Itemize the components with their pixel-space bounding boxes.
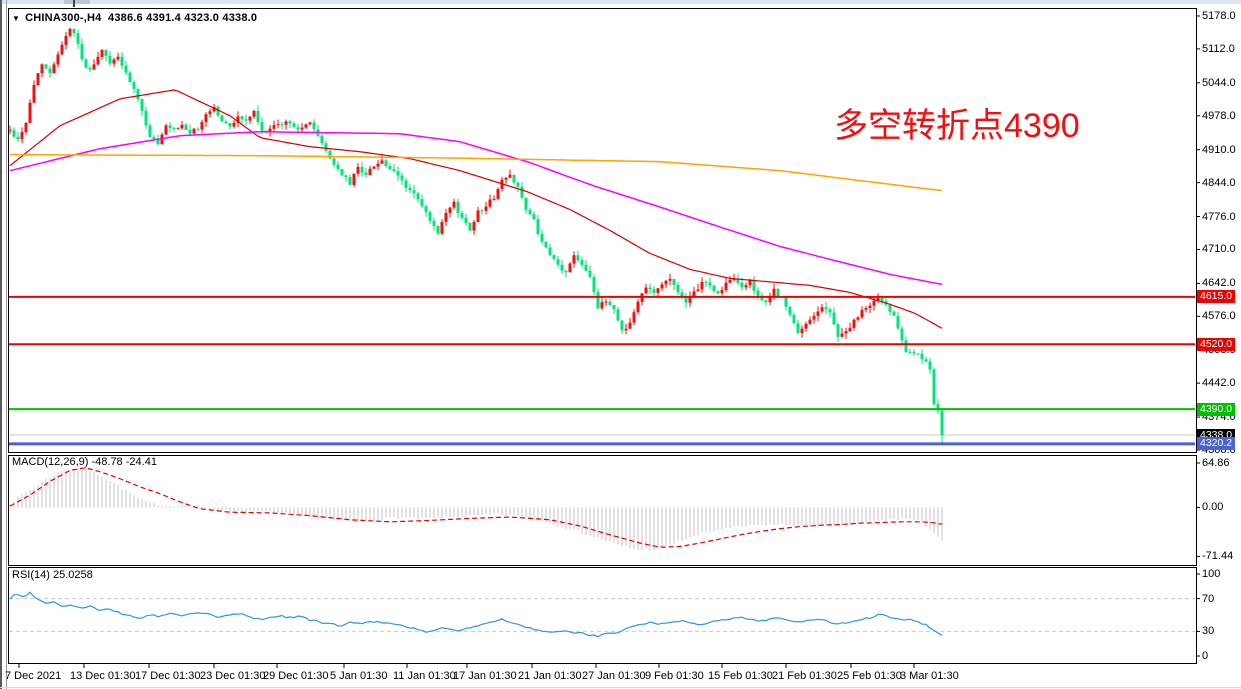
macd-value-main: -48.78 — [91, 456, 123, 468]
rsi-line — [9, 591, 943, 638]
window-bottom-edge — [0, 687, 1241, 688]
date-label: 13 Dec 01:30 — [70, 670, 136, 682]
price-tick-label: 4442.0 — [1202, 377, 1236, 390]
macd-tick-label: -71.44 — [1202, 550, 1234, 563]
horizontal-level-lines[interactable] — [9, 295, 1195, 446]
macd-tick-label: 0.00 — [1202, 501, 1224, 514]
collapse-triangle-icon[interactable]: ▼ — [12, 14, 21, 23]
price-tick-label: 4910.0 — [1202, 143, 1236, 156]
quote-header: ▼ CHINA300-,H4 4386.6 4391.4 4323.0 4338.… — [12, 12, 257, 24]
price-tick-label: 4642.0 — [1202, 277, 1236, 290]
time-axis[interactable]: 7 Dec 2021 13 Dec 01:30 17 Dec 01:30 23 Dec… — [0, 663, 1241, 687]
price-badge-4320.2: 4320.2 — [1197, 437, 1236, 451]
toolbar-remnant-tick — [73, 0, 75, 7]
price-axis[interactable]: 5178.0 5112.0 5044.0 4978.0 4910.0 4844.0 4776… — [1196, 0, 1241, 689]
date-label: 27 Jan 01:30 — [582, 670, 646, 682]
date-label: 23 Dec 01:30 — [200, 670, 266, 682]
price-tick-label: 5178.0 — [1202, 9, 1236, 22]
macd-histogram — [9, 468, 943, 551]
quote-low: 4323.0 — [184, 12, 220, 24]
macd-value-signal: -24.41 — [125, 456, 157, 468]
window-top-edge — [0, 0, 1241, 7]
date-label: 21 Feb 01:30 — [772, 670, 837, 682]
window-left-edge — [0, 0, 2, 689]
rsi-tick-label: 70 — [1202, 592, 1215, 605]
date-label: 7 Dec 2021 — [5, 670, 62, 682]
price-tick-label: 4710.0 — [1202, 243, 1236, 256]
date-label: 5 Jan 01:30 — [330, 670, 388, 682]
macd-signal-line — [9, 467, 943, 548]
date-label: 17 Dec 01:30 — [135, 670, 201, 682]
price-badge-4615.0: 4615.0 — [1197, 290, 1236, 304]
price-tick-label: 4844.0 — [1202, 176, 1236, 189]
rsi-tick-label: 0 — [1202, 650, 1209, 662]
date-label: 9 Feb 01:30 — [645, 670, 704, 682]
main-panel[interactable] — [8, 8, 1197, 453]
date-label: 3 Mar 01:30 — [900, 670, 959, 682]
price-tick-label: 4776.0 — [1202, 210, 1236, 223]
price-badge-4520.0: 4520.0 — [1197, 337, 1236, 351]
quote-high: 4391.4 — [146, 12, 181, 24]
rsi-panel[interactable] — [8, 567, 1197, 664]
macd-name: MACD(12,26,9) — [12, 456, 89, 468]
window-left-inner-edge — [6, 0, 7, 689]
price-tick-label: 4576.0 — [1202, 310, 1236, 323]
macd-label: MACD(12,26,9) -48.78 -24.41 — [12, 456, 157, 468]
rsi-name: RSI(14) — [12, 569, 50, 581]
date-label: 15 Feb 01:30 — [708, 670, 773, 682]
date-label: 21 Jan 01:30 — [518, 670, 582, 682]
price-badge-4390.0: 4390.0 — [1197, 402, 1236, 416]
date-label: 25 Feb 01:30 — [837, 670, 902, 682]
ma-slow-orange — [10, 153, 943, 192]
macd-tick-label: 64.86 — [1202, 456, 1230, 469]
date-label: 17 Jan 01:30 — [453, 670, 517, 682]
ma-mid-magenta — [9, 130, 943, 286]
price-tick-label: 4978.0 — [1202, 109, 1236, 122]
quote-open: 4386.6 — [108, 12, 143, 24]
rsi-tick-label: 100 — [1202, 568, 1221, 580]
rsi-value: 25.0258 — [52, 569, 93, 581]
symbol-timeframe: CHINA300-,H4 — [25, 12, 102, 24]
rsi-tick-label: 30 — [1202, 625, 1215, 638]
price-tick-label: 5112.0 — [1202, 42, 1235, 55]
ma-fast-red — [9, 89, 943, 329]
date-label: 11 Jan 01:30 — [393, 670, 456, 682]
date-label: 29 Dec 01:30 — [263, 670, 329, 682]
rsi-level-lines — [9, 598, 1195, 632]
toolbar-remnant — [64, 0, 90, 4]
quote-close: 4338.0 — [222, 12, 258, 24]
rsi-label: RSI(14) 25.0258 — [12, 569, 93, 581]
annotation-text[interactable]: 多空转折点4390 — [834, 107, 1080, 145]
price-tick-label: 5044.0 — [1202, 76, 1236, 89]
